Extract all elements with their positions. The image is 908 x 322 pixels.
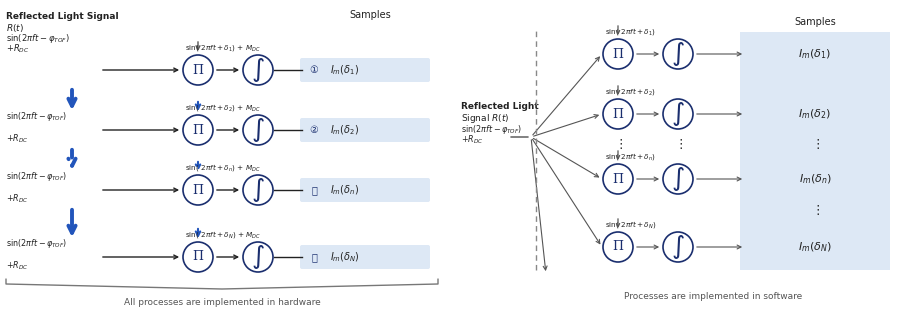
Text: sin( $2\pi ft + \delta_1$) + $M_{DC}$: sin( $2\pi ft + \delta_1$) + $M_{DC}$ <box>185 42 261 53</box>
Text: $+ R_{DC}$: $+ R_{DC}$ <box>6 259 28 271</box>
Text: Reflected Light Signal: Reflected Light Signal <box>6 12 119 21</box>
Circle shape <box>243 55 273 85</box>
Text: ②: ② <box>310 125 319 135</box>
Text: $+ R_{DC}$: $+ R_{DC}$ <box>461 133 483 146</box>
Text: $\sin(2\pi ft - \varphi_{TOF})$: $\sin(2\pi ft - \varphi_{TOF})$ <box>6 170 67 183</box>
Text: $I_m(\delta_1)$: $I_m(\delta_1)$ <box>798 47 832 61</box>
Text: $I_m(\delta_1)$: $I_m(\delta_1)$ <box>330 63 360 77</box>
Circle shape <box>603 164 633 194</box>
Text: Π: Π <box>613 241 624 253</box>
Text: Ⓝ: Ⓝ <box>311 252 317 262</box>
Text: ①: ① <box>310 65 319 75</box>
Text: $\int$: $\int$ <box>252 56 265 84</box>
Circle shape <box>243 242 273 272</box>
Text: $\int$: $\int$ <box>671 165 685 193</box>
Circle shape <box>663 164 693 194</box>
Text: $I_m(\delta_N)$: $I_m(\delta_N)$ <box>798 240 832 254</box>
Circle shape <box>183 55 213 85</box>
Text: $\sin(2\pi ft - \varphi_{TOF})$: $\sin(2\pi ft - \varphi_{TOF})$ <box>6 237 67 250</box>
Text: $I_m(\delta_2)$: $I_m(\delta_2)$ <box>330 123 360 137</box>
Text: Π: Π <box>613 108 624 120</box>
Circle shape <box>603 39 633 69</box>
FancyBboxPatch shape <box>300 178 430 202</box>
Circle shape <box>603 232 633 262</box>
Text: $\int$: $\int$ <box>671 100 685 128</box>
Text: Π: Π <box>192 63 203 77</box>
Text: sin( $2\pi ft + \delta_n$) + $M_{DC}$: sin( $2\pi ft + \delta_n$) + $M_{DC}$ <box>185 162 261 173</box>
Text: $\sin(2\pi ft - \varphi_{TOF})$: $\sin(2\pi ft - \varphi_{TOF})$ <box>461 123 522 136</box>
Text: Π: Π <box>613 173 624 185</box>
Text: $\vdots$: $\vdots$ <box>614 137 623 150</box>
Text: $\vdots$: $\vdots$ <box>811 137 819 150</box>
Text: $+ R_{DC}$: $+ R_{DC}$ <box>6 192 28 204</box>
Text: sin( $2\pi ft + \delta_1$): sin( $2\pi ft + \delta_1$) <box>605 26 656 37</box>
Circle shape <box>663 232 693 262</box>
Circle shape <box>663 39 693 69</box>
Text: sin( $2\pi ft + \delta_2$): sin( $2\pi ft + \delta_2$) <box>605 86 656 97</box>
Text: $\int$: $\int$ <box>252 116 265 144</box>
FancyBboxPatch shape <box>740 32 890 270</box>
Text: Π: Π <box>192 124 203 137</box>
Text: sin( $2\pi ft + \delta_n$): sin( $2\pi ft + \delta_n$) <box>605 151 656 162</box>
Text: $I_m(\delta_2)$: $I_m(\delta_2)$ <box>798 107 832 121</box>
Text: Π: Π <box>192 251 203 263</box>
Text: $\int$: $\int$ <box>252 176 265 204</box>
Text: Samples: Samples <box>349 10 390 20</box>
Text: $\sin(2\pi ft - \varphi_{TOF})$: $\sin(2\pi ft - \varphi_{TOF})$ <box>6 32 70 45</box>
Text: $R(t)$: $R(t)$ <box>6 22 24 34</box>
Text: Processes are implemented in software: Processes are implemented in software <box>624 292 802 301</box>
Circle shape <box>183 175 213 205</box>
Circle shape <box>183 242 213 272</box>
Text: $I_m(\delta_n)$: $I_m(\delta_n)$ <box>798 172 832 186</box>
Text: $\int$: $\int$ <box>671 40 685 68</box>
Circle shape <box>183 115 213 145</box>
Text: $\int$: $\int$ <box>252 243 265 271</box>
Text: sin( $2\pi ft + \delta_N$) + $M_{DC}$: sin( $2\pi ft + \delta_N$) + $M_{DC}$ <box>185 229 262 240</box>
Text: All processes are implemented in hardware: All processes are implemented in hardwar… <box>123 298 321 307</box>
Text: Signal $R(t)$: Signal $R(t)$ <box>461 112 509 125</box>
Text: Π: Π <box>613 48 624 61</box>
Text: $\vdots$: $\vdots$ <box>674 137 683 150</box>
Text: $I_m(\delta_N)$: $I_m(\delta_N)$ <box>330 250 360 264</box>
Circle shape <box>663 99 693 129</box>
Text: $\sin(2\pi ft - \varphi_{TOF})$: $\sin(2\pi ft - \varphi_{TOF})$ <box>6 110 67 123</box>
Text: $\vdots$: $\vdots$ <box>811 203 819 217</box>
Text: ⓝ: ⓝ <box>311 185 317 195</box>
FancyBboxPatch shape <box>300 245 430 269</box>
Text: $\int$: $\int$ <box>671 233 685 261</box>
FancyBboxPatch shape <box>300 58 430 82</box>
Text: Reflected Light: Reflected Light <box>461 102 538 111</box>
Text: $+ R_{DC}$: $+ R_{DC}$ <box>6 132 28 145</box>
Circle shape <box>603 99 633 129</box>
FancyBboxPatch shape <box>300 118 430 142</box>
Text: sin( $2\pi ft + \delta_N$): sin( $2\pi ft + \delta_N$) <box>605 219 656 230</box>
Text: $I_m(\delta_n)$: $I_m(\delta_n)$ <box>330 183 360 197</box>
Text: sin( $2\pi ft + \delta_2$) + $M_{DC}$: sin( $2\pi ft + \delta_2$) + $M_{DC}$ <box>185 102 261 113</box>
Circle shape <box>243 175 273 205</box>
Circle shape <box>243 115 273 145</box>
Text: Π: Π <box>192 184 203 196</box>
Text: $+ R_{DC}$: $+ R_{DC}$ <box>6 42 29 54</box>
Text: Samples: Samples <box>794 17 836 27</box>
